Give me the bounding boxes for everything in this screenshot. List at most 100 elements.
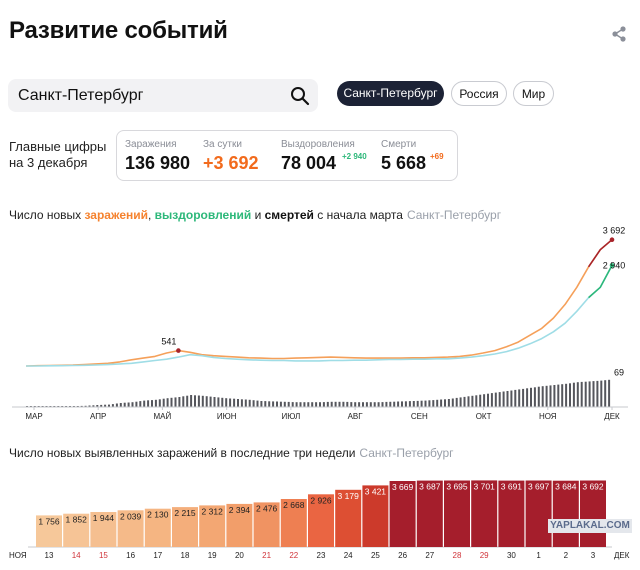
bar-value-label: 2 668: [283, 500, 305, 510]
deaths-bar: [92, 405, 95, 407]
chip-world[interactable]: Мир: [513, 81, 554, 106]
deaths-bar: [268, 401, 271, 407]
bar: [498, 480, 525, 547]
deaths-bar: [162, 398, 165, 407]
bar-value-label: 1 852: [66, 515, 88, 525]
deaths-bar: [115, 403, 118, 407]
deaths-bar: [119, 403, 122, 407]
deaths-bar: [322, 402, 325, 407]
x-tick-label: МАР: [25, 412, 42, 421]
deaths-bar: [108, 404, 110, 407]
line-chart: 541 3 692 2 940 69 МАР АПР МАЙ ИЮН ИЮЛ АВГ СЕН ОКТ Н…: [12, 226, 628, 421]
deaths-bar: [604, 380, 607, 407]
deaths-bar: [447, 399, 450, 407]
deaths-bar: [565, 383, 568, 407]
stats-card: Заражения 136 980 За сутки +3 692 Выздор…: [116, 130, 458, 181]
deaths-bar: [197, 395, 200, 407]
bar-category-label: 15: [99, 551, 108, 560]
deaths-bar: [139, 401, 142, 407]
deaths-bar: [549, 385, 552, 407]
deaths-bar: [381, 402, 384, 407]
bar: [117, 510, 144, 547]
bar-value-label: 3 684: [555, 482, 577, 492]
deaths-bar: [80, 405, 83, 407]
bar-value-label: 3 697: [528, 482, 550, 492]
deaths-bar: [522, 388, 525, 407]
bar-category-label: 23: [317, 551, 326, 560]
deaths-bar: [315, 402, 318, 407]
deaths-bar: [354, 402, 357, 407]
bar-value-label: 3 421: [365, 486, 387, 496]
deaths-bar: [428, 400, 431, 407]
deaths-bar: [158, 399, 161, 407]
recoveries-end-label: 2 940: [603, 260, 626, 270]
bar: [444, 480, 470, 547]
chart1-title-p1: Число новых: [9, 208, 85, 222]
deaths-bar: [205, 396, 208, 407]
deaths-bar: [319, 402, 321, 407]
deaths-bar: [291, 402, 294, 407]
deaths-bar: [451, 398, 454, 407]
x-tick-label: ОКТ: [476, 412, 492, 421]
deaths-bar: [459, 397, 462, 407]
deaths-bar: [248, 399, 251, 407]
deaths-bar: [209, 396, 212, 407]
deaths-bar: [592, 381, 595, 407]
deaths-bar: [514, 389, 517, 407]
deaths-bar: [533, 387, 536, 407]
share-icon[interactable]: [610, 25, 628, 43]
bar-category-label: 29: [480, 551, 489, 560]
deaths-bar: [104, 404, 107, 407]
deaths-bar: [455, 397, 458, 407]
bar-category-label: 30: [507, 551, 516, 560]
chart1-title-p2: ,: [148, 208, 155, 222]
bar-category-label: 22: [289, 551, 298, 560]
search-box[interactable]: [8, 79, 318, 112]
bar: [199, 505, 226, 547]
deaths-bar: [244, 399, 247, 407]
deaths-bar: [334, 401, 337, 407]
deaths-bar: [401, 401, 403, 407]
deaths-bar: [217, 397, 220, 407]
chart1-title-infections: заражений: [84, 208, 148, 222]
deaths-bar: [436, 399, 439, 407]
bar-category-label: 28: [453, 551, 462, 560]
bar: [90, 512, 117, 547]
search-input[interactable]: [18, 79, 288, 112]
bar-value-label: 3 692: [582, 482, 604, 492]
bar-value-label: 3 179: [338, 491, 360, 501]
chip-russia[interactable]: Россия: [451, 81, 507, 106]
deaths-bar: [580, 381, 583, 407]
deaths-bar: [369, 402, 372, 407]
bar-category-label: 19: [208, 551, 217, 560]
deaths-bar: [530, 387, 532, 407]
chart1-title-recoveries: выздоровлений: [154, 208, 252, 222]
deaths-bar: [494, 392, 497, 407]
bar: [389, 481, 416, 547]
bar-category-label: 17: [153, 551, 162, 560]
bar: [362, 485, 389, 547]
deaths-bar: [213, 397, 216, 407]
deaths-bar: [569, 383, 571, 407]
deaths-bar: [545, 385, 548, 407]
search-icon[interactable]: [290, 86, 310, 106]
chart1-title-p3: и: [251, 208, 265, 222]
chart2-title-text: Число новых выявленных заражений в после…: [9, 446, 356, 460]
infections-end-label: 3 692: [603, 226, 626, 236]
chip-spb[interactable]: Санкт-Петербург: [337, 81, 444, 106]
deaths-bar: [588, 381, 591, 407]
peak-label: 541: [161, 337, 176, 347]
deaths-bar: [440, 399, 443, 407]
deaths-bar: [201, 395, 204, 407]
recovered-delta: +2 940: [342, 152, 367, 161]
deaths-bar: [154, 399, 157, 407]
bar-value-label: 1 944: [93, 513, 115, 523]
deaths-bar: [467, 396, 470, 407]
deaths-bar: [279, 401, 282, 407]
deaths-bar: [404, 401, 407, 407]
deaths-bar: [194, 395, 196, 407]
deaths-bar: [88, 405, 91, 407]
deaths-bar: [541, 386, 544, 407]
deaths-bar: [365, 402, 368, 407]
deaths-bar: [326, 401, 329, 407]
